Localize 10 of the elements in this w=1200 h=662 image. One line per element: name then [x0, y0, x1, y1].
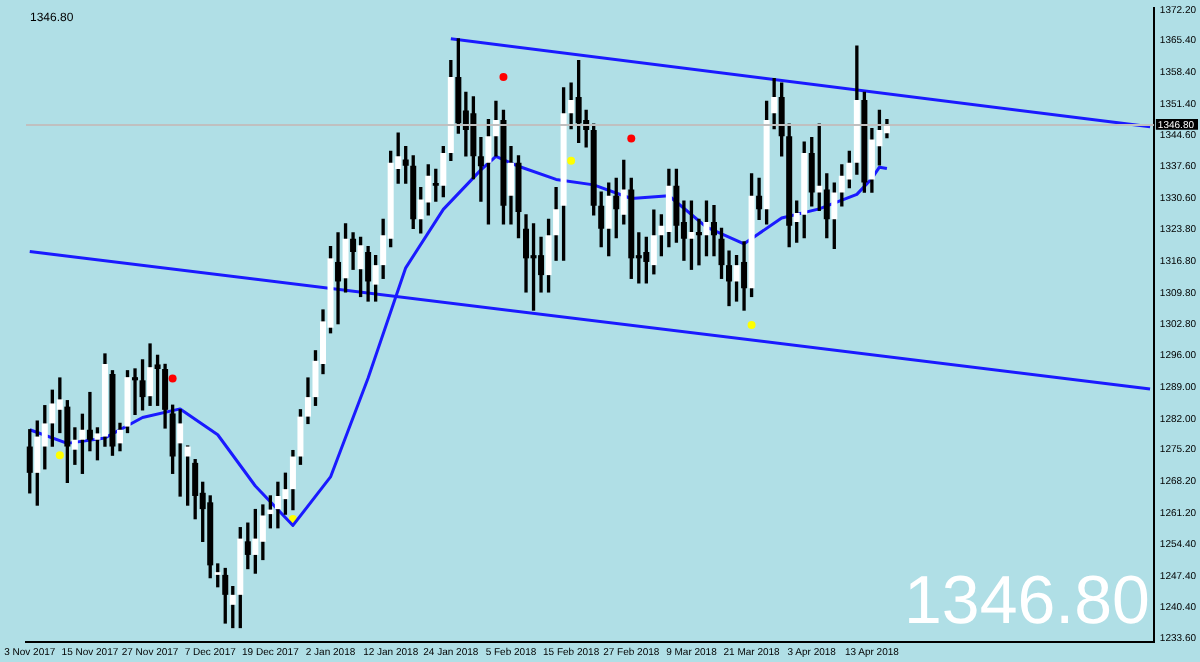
point — [747, 321, 756, 329]
candlestick — [177, 409, 184, 497]
candlestick — [695, 218, 702, 266]
point — [55, 451, 64, 460]
candlestick — [86, 391, 93, 452]
point — [168, 374, 177, 383]
annotation: 1346.80 — [904, 562, 1150, 639]
point — [627, 134, 636, 143]
point — [567, 156, 576, 165]
point — [499, 72, 508, 81]
